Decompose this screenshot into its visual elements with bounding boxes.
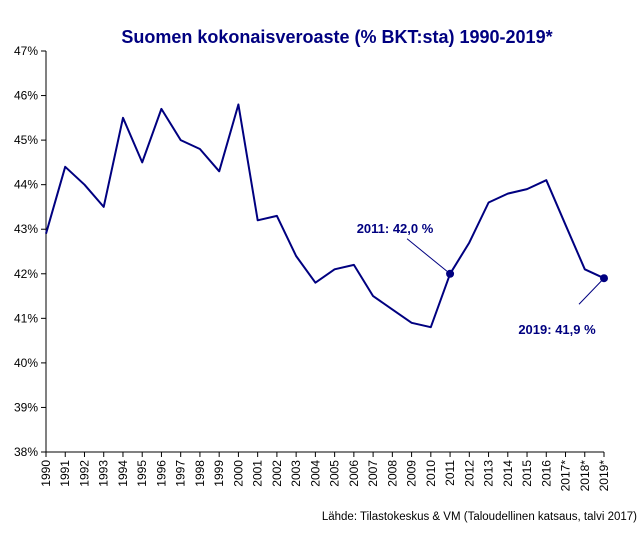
annotation-label: 2011: 42,0 % bbox=[357, 221, 434, 236]
data-point-marker bbox=[446, 269, 455, 278]
x-tick-label: 2007 bbox=[366, 460, 380, 487]
x-tick-label: 2006 bbox=[347, 460, 361, 487]
x-tick-label: 2011 bbox=[443, 460, 457, 486]
x-tick-label: 1993 bbox=[97, 460, 111, 487]
x-tick-label: 2019* bbox=[597, 460, 611, 492]
x-tick-label: 1994 bbox=[116, 460, 130, 487]
y-tick-label: 43% bbox=[14, 222, 38, 236]
x-axis: 1990 1991 1992 1993 1994 1995 1996 1997 1998 1999… bbox=[39, 451, 611, 492]
annotation-leader bbox=[578, 277, 605, 305]
y-tick-label: 41% bbox=[14, 311, 38, 325]
x-tick-label: 2002 bbox=[270, 460, 284, 487]
y-axis: 38% 39% 40% 41% 42% 43% 44% 45% 46% 47% bbox=[14, 44, 47, 459]
x-tick-label: 2005 bbox=[328, 460, 342, 487]
x-tick-label: 2009 bbox=[405, 460, 419, 487]
x-tick-label: 2008 bbox=[385, 460, 399, 487]
x-tick-label: 2004 bbox=[308, 460, 322, 487]
x-tick-label: 2001 bbox=[251, 460, 265, 487]
source-note: Lähde: Tilastokeskus & VM (Taloudellinen… bbox=[322, 511, 637, 523]
chart-title: Suomen kokonaisveroaste (% BKT:sta) 1990… bbox=[121, 27, 552, 47]
y-tick-label: 42% bbox=[14, 267, 38, 281]
series-line bbox=[45, 103, 605, 329]
data-point-marker bbox=[600, 274, 608, 283]
y-tick-label: 46% bbox=[14, 89, 38, 103]
x-tick-label: 2015 bbox=[520, 460, 534, 487]
x-tick-label: 1997 bbox=[174, 460, 188, 487]
plot-area: 2011: 42,0 % 2019: 41,9 % bbox=[45, 103, 608, 337]
annotation-label: 2019: 41,9 % bbox=[518, 322, 596, 337]
x-tick-label: 1992 bbox=[77, 460, 91, 487]
annotation-leader bbox=[406, 238, 451, 275]
y-tick-label: 44% bbox=[14, 178, 38, 192]
x-tick-label: 2000 bbox=[231, 460, 245, 487]
x-tick-label: 2012 bbox=[462, 460, 476, 487]
x-tick-label: 2016 bbox=[539, 460, 553, 487]
x-tick-label: 1991 bbox=[58, 460, 72, 487]
x-tick-label: 1998 bbox=[193, 460, 207, 487]
x-tick-label: 2018* bbox=[578, 460, 592, 492]
x-tick-label: 2017* bbox=[559, 460, 573, 492]
y-tick-label: 47% bbox=[14, 44, 38, 58]
y-tick-label: 38% bbox=[14, 445, 38, 459]
y-tick-label: 40% bbox=[14, 356, 38, 370]
x-tick-label: 2010 bbox=[424, 460, 438, 487]
x-tick-label: 1995 bbox=[135, 460, 149, 487]
y-tick-label: 39% bbox=[14, 400, 38, 414]
y-tick-label: 45% bbox=[14, 133, 38, 147]
x-tick-label: 1990 bbox=[39, 460, 53, 487]
x-tick-label: 2014 bbox=[501, 460, 515, 487]
x-tick-label: 2013 bbox=[482, 460, 496, 487]
x-tick-label: 2003 bbox=[289, 460, 303, 487]
x-tick-label: 1996 bbox=[154, 460, 168, 487]
x-tick-label: 1999 bbox=[212, 460, 226, 487]
